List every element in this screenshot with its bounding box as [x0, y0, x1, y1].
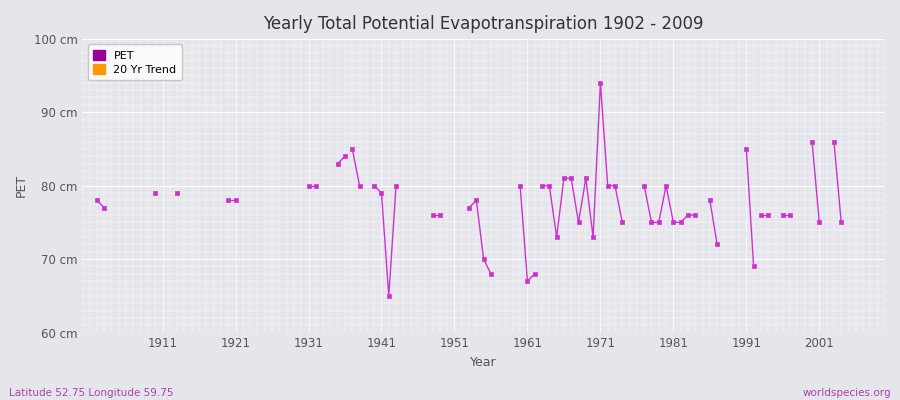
- Legend: PET, 20 Yr Trend: PET, 20 Yr Trend: [88, 44, 182, 80]
- X-axis label: Year: Year: [471, 356, 497, 369]
- Y-axis label: PET: PET: [15, 174, 28, 197]
- Text: Latitude 52.75 Longitude 59.75: Latitude 52.75 Longitude 59.75: [9, 388, 174, 398]
- Text: worldspecies.org: worldspecies.org: [803, 388, 891, 398]
- Title: Yearly Total Potential Evapotranspiration 1902 - 2009: Yearly Total Potential Evapotranspiratio…: [264, 15, 704, 33]
